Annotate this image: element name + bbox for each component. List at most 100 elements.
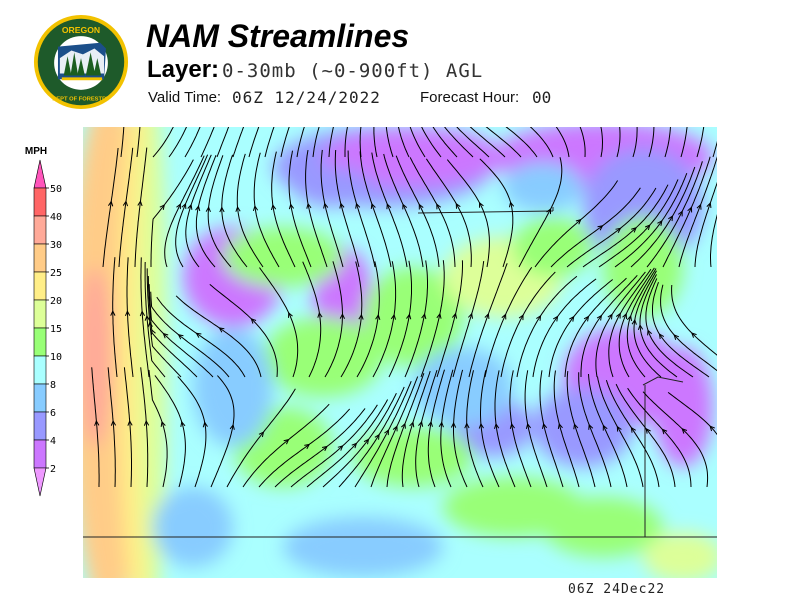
- streamline: [660, 284, 717, 372]
- streamline-arrow: [409, 421, 415, 428]
- streamline-arrow: [508, 201, 515, 208]
- streamline-arrow: [681, 428, 688, 434]
- streamline-arrow: [546, 208, 552, 215]
- streamline: [600, 127, 604, 158]
- streamline: [633, 270, 662, 378]
- streamline-arrow: [615, 227, 622, 233]
- legend-tick-label: 25: [50, 268, 62, 279]
- streamline: [150, 159, 194, 267]
- streamline-arrow: [421, 312, 427, 320]
- streamline-arrow: [706, 201, 712, 209]
- streamline: [210, 375, 235, 488]
- legend-arrow-bottom: [33, 467, 47, 497]
- streamline-arrow: [339, 202, 345, 209]
- streamline: [112, 257, 118, 378]
- streamline: [409, 127, 426, 158]
- streamline: [328, 127, 334, 158]
- streamline-arrow: [177, 334, 184, 340]
- streamline-arrow: [195, 332, 202, 338]
- streamline: [652, 282, 710, 378]
- streamline: [614, 173, 688, 268]
- streamline-arrow: [541, 422, 548, 429]
- wind-speed-region: [513, 217, 593, 277]
- streamline: [102, 147, 119, 268]
- streamline: [388, 260, 412, 378]
- streamline: [344, 127, 348, 157]
- streamline: [534, 180, 619, 268]
- streamline-arrow: [552, 315, 559, 322]
- streamline: [548, 279, 614, 378]
- streamline: [354, 381, 412, 488]
- streamline: [505, 127, 538, 158]
- streamline: [479, 158, 514, 268]
- streamline-arrow: [436, 312, 442, 319]
- streamline: [184, 127, 201, 158]
- streamline: [671, 284, 717, 356]
- streamline: [120, 127, 125, 158]
- streamline-arrow: [607, 313, 613, 320]
- streamline-arrow: [235, 205, 241, 212]
- streamline: [642, 391, 709, 488]
- layer-label: Layer:: [147, 56, 220, 83]
- streamline: [259, 267, 299, 378]
- streamline-arrow: [108, 200, 114, 207]
- streamline: [386, 373, 425, 488]
- streamline: [555, 127, 570, 158]
- streamline: [322, 392, 397, 488]
- streamline: [338, 386, 405, 488]
- streamline: [164, 155, 205, 268]
- streamline-arrow: [668, 215, 674, 222]
- streamline: [305, 150, 328, 268]
- streamline: [152, 127, 174, 158]
- streamline: [550, 187, 641, 268]
- streamline: [580, 274, 638, 377]
- streamline-arrow: [355, 202, 361, 209]
- streamline-arrow: [94, 419, 100, 426]
- streamline-arrow: [509, 422, 515, 429]
- legend-swatch: [33, 215, 47, 245]
- streamline: [553, 370, 580, 488]
- svg-text:DEPT OF FORESTRY: DEPT OF FORESTRY: [52, 96, 110, 102]
- streamline: [253, 152, 280, 268]
- streamline-arrow: [375, 313, 381, 320]
- streamline-arrow: [536, 314, 542, 321]
- streamline-arrow: [427, 420, 433, 427]
- legend-tick-label: 50: [50, 184, 62, 195]
- streamline: [216, 127, 230, 158]
- streamline-arrow: [144, 314, 150, 321]
- streamline-arrow: [363, 438, 370, 445]
- streamline-arrow: [306, 202, 312, 209]
- streamline: [401, 370, 431, 488]
- streamline: [667, 392, 717, 436]
- streamline: [371, 152, 408, 268]
- streamline-arrow: [418, 420, 424, 427]
- streamline-arrow: [637, 324, 644, 331]
- streamline-arrow: [258, 431, 265, 438]
- streamline: [385, 127, 394, 158]
- streamline-arrow: [615, 312, 621, 319]
- streamline: [664, 127, 671, 158]
- streamline-arrow: [323, 202, 329, 209]
- streamline-arrow: [583, 315, 590, 322]
- streamline-arrow: [525, 422, 532, 429]
- oregon-department-of-forestry-logo: OREGON DEPT OF FORESTRY: [33, 14, 129, 110]
- streamline-arrow: [374, 433, 380, 440]
- legend-swatch: [33, 299, 47, 329]
- streamline: [645, 278, 694, 378]
- streamline-arrow: [370, 202, 376, 209]
- streamline-arrow: [455, 202, 461, 209]
- streamline: [646, 161, 703, 268]
- wind-speed-region: [283, 517, 443, 577]
- streamline: [148, 284, 214, 378]
- legend-tick-label: 30: [50, 240, 62, 251]
- streamline-arrow: [159, 204, 166, 210]
- streamline: [597, 376, 644, 488]
- streamline-arrow: [575, 218, 582, 225]
- streamline-arrow: [195, 205, 201, 212]
- streamline-arrow: [406, 313, 412, 320]
- streamline-arrow: [687, 206, 693, 213]
- streamline: [518, 157, 563, 268]
- streamline: [226, 388, 296, 488]
- streamline: [168, 127, 188, 158]
- streamline-arrow: [645, 427, 651, 434]
